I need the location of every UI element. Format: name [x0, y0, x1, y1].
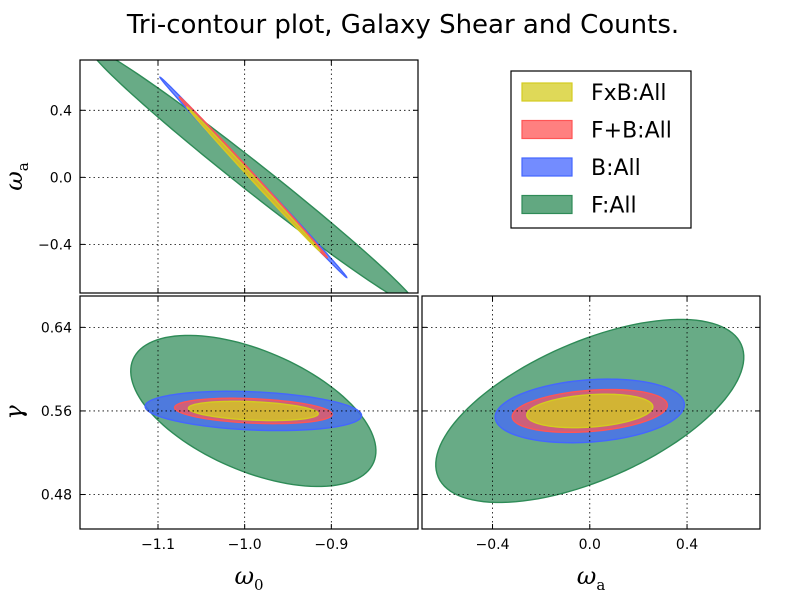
xtick-label: −0.9 [314, 537, 348, 553]
contours-w0_gamma [130, 334, 377, 488]
xlabel-w0_gamma: ω0 [234, 562, 263, 594]
axes-frame-w0_wa [79, 59, 419, 294]
legend-label: B:All [591, 156, 641, 181]
contour-fxb-all-w0_gamma [187, 400, 319, 422]
legend: FxB:All F+B:All B:All F:All [510, 70, 692, 229]
chart-title: Tri-contour plot, Galaxy Shear and Count… [126, 10, 679, 40]
legend-swatch [521, 157, 573, 177]
ytick-label: 0.0 [50, 170, 72, 186]
legend-swatch [521, 119, 573, 140]
ticks-w0_wa: −0.4 0.0 0.4 [38, 60, 418, 293]
ytick-label: −0.4 [38, 237, 72, 253]
ylabel-w0_gamma: γ [0, 405, 28, 420]
legend-label: F:All [591, 194, 637, 219]
ticks-wa_gamma: −0.4 0.0 0.4 [422, 296, 760, 553]
panel-w0_wa: −0.4 0.0 0.4 ωa [0, 59, 419, 294]
grid-wa_gamma [422, 296, 760, 529]
xtick-label: −0.4 [476, 537, 510, 553]
ytick-label: 0.4 [50, 103, 72, 119]
ytick-label: 0.56 [41, 404, 72, 420]
panel-wa_gamma: −0.4 0.0 0.4 ωa [421, 295, 761, 594]
legend-label: F+B:All [591, 119, 672, 144]
ticks-w0_gamma: −1.1 −1.0 −0.9 0.48 0.56 0.64 [41, 296, 418, 553]
contours-w0_wa [96, 60, 410, 293]
contour-fxb-all-w0_wa [186, 106, 321, 252]
legend-swatch [521, 82, 573, 102]
panel-w0_gamma: −1.1 −1.0 −0.9 0.48 0.56 0.64 ω0 γ [0, 295, 419, 594]
xlabel-wa_gamma: ωa [577, 562, 606, 594]
ylabel-w0_wa: ωa [0, 162, 32, 191]
ytick-label: 0.48 [41, 488, 72, 504]
axes-frame-w0_gamma [79, 295, 419, 530]
xtick-label: 0.4 [676, 537, 698, 553]
grid-w0_wa [80, 60, 418, 293]
legend-swatch [521, 194, 573, 215]
panels-layer: −0.40.00.4ωa−1.1 −1.0 −0.90.480.560.64ω0γ−… [0, 59, 761, 594]
xtick-label: −1.1 [141, 537, 175, 553]
legend-label: FxB:All [591, 81, 666, 106]
axes-frame-wa_gamma [421, 295, 761, 530]
xtick-label: −1.0 [228, 537, 262, 553]
grid-w0_gamma [80, 296, 418, 529]
ytick-label: 0.64 [41, 320, 72, 336]
xtick-label: 0.0 [579, 537, 601, 553]
